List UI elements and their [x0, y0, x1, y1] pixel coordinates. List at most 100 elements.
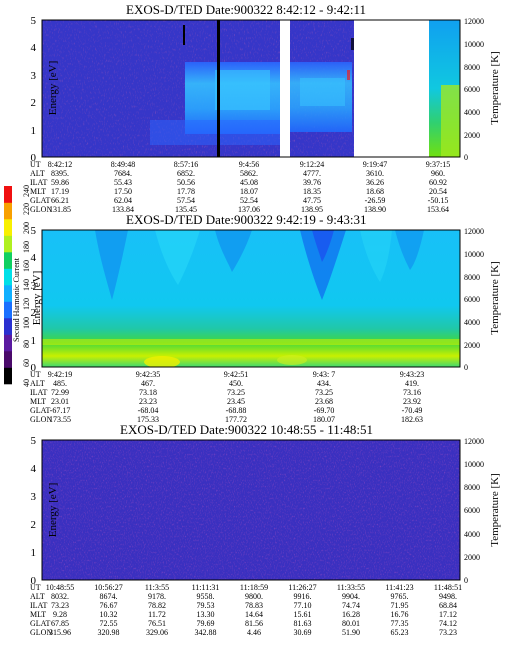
colorbar-cell [4, 285, 12, 302]
colorbar-tick: 160 [22, 260, 31, 272]
panel-2-eph-value: 467. [141, 379, 155, 388]
panel-1-yticks: 0 1 2 3 4 5 [31, 15, 37, 164]
panel-3-eph-value: 8032. [51, 592, 69, 601]
panel-3-eph-value: 16.76 [391, 610, 409, 619]
colorbar-cell [4, 202, 12, 220]
panel-2-eph-value: 450. [229, 379, 243, 388]
colorbar-tick: 240 [22, 185, 31, 197]
panel-1-eph-value: 55.43 [114, 178, 132, 187]
panel-2-eph-value: 182.63 [401, 415, 423, 424]
eph-label: UT [30, 160, 41, 169]
panel-1-eph-value: 138.90 [364, 205, 386, 214]
panel-1-ytick: 0 [31, 152, 37, 164]
panel-2-eph-value: -68.04 [138, 406, 159, 415]
panel-1-eph-value: 8395. [51, 169, 69, 178]
panel-1-y2tick: 10000 [464, 40, 484, 49]
eph-label: ILAT [30, 388, 47, 397]
panel-3-eph-value: 9916. [294, 592, 312, 601]
panel-1-eph-value: 60.92 [429, 178, 447, 187]
panel-3-eph-value: 74.74 [342, 601, 360, 610]
panel-1-eph-value: 3610. [366, 169, 384, 178]
panel-3-ytick: 2 [31, 519, 37, 531]
panel-3-ytick: 0 [31, 575, 37, 587]
panel-1-y2tick: 2000 [464, 131, 480, 140]
panel-1-eph-value: 7684. [114, 169, 132, 178]
panel-2-eph-value: 23.01 [51, 397, 69, 406]
panel-2-ephemeris: UT ALT ILAT MLT GLAT GLON [30, 370, 52, 424]
panel-1-eph-value: 960. [431, 169, 445, 178]
panel-2-frame [41, 229, 461, 368]
panel-3-eph-value: 81.56 [245, 619, 263, 628]
panel-3-y2label: Temperature [K] [489, 473, 501, 546]
eph-label: UT [30, 370, 41, 379]
panel-3-eph-value: 9558. [197, 592, 215, 601]
panel-1-title: EXOS-D/TED Date:900322 8:42:12 - 9:42:11 [126, 2, 366, 17]
colorbar-cells [4, 186, 12, 385]
panel-2-y2tick: 4000 [464, 318, 480, 327]
panel-2-ylabel: Energy [eV] [31, 271, 43, 325]
panel-3-y2tick: 0 [464, 576, 468, 585]
panel-1-eph-value: 135.45 [175, 205, 197, 214]
panel-3-y2tick: 4000 [464, 530, 480, 539]
panel-1-eph-value: 133.84 [112, 205, 134, 214]
panel-1-plot [42, 20, 460, 157]
colorbar-tick: 140 [22, 279, 31, 291]
panel-1-eph-value: 8:42:12 [48, 160, 72, 169]
panel-1-eph-value: 18.68 [366, 187, 384, 196]
panel-3-eph-value: 16.28 [342, 610, 360, 619]
panel-3-eph-value: 9765. [391, 592, 409, 601]
panel-1-ytick: 5 [31, 15, 37, 27]
panel-3-eph-value: 329.06 [146, 628, 168, 637]
panel-3-eph-value: 14.64 [245, 610, 263, 619]
eph-label: MLT [30, 397, 46, 406]
panel-2-y2tick: 8000 [464, 273, 480, 282]
panel-3-eph-value: 30.69 [294, 628, 312, 637]
panel-1-eph-value: 59.86 [51, 178, 69, 187]
panel-1-eph-value: 17.50 [114, 187, 132, 196]
panel-3-yticks: 0 1 2 3 4 5 [31, 435, 37, 587]
panel-1-ytick: 4 [31, 42, 37, 54]
panel-3-eph-value: 68.84 [439, 601, 457, 610]
panel-2-eph-value: 73.25 [227, 388, 245, 397]
panel-3-eph-value: 9904. [342, 592, 360, 601]
panel-1-eph-labels: UT ALT ILAT MLT GLAT GLON [30, 160, 52, 214]
panel-3-eph-value: 10:56:27 [94, 583, 122, 592]
panel-2-eph-value: 9:42:51 [224, 370, 248, 379]
panel-3-eph-value: 77.10 [294, 601, 312, 610]
panel-3-y2tick: 10000 [464, 460, 484, 469]
panel-3-eph-labels: UT ALT ILAT MLT GLAT GLON [30, 583, 52, 637]
panel-3-eph-value: 11:26:27 [288, 583, 316, 592]
eph-label: GLAT [30, 406, 51, 415]
panel-3: EXOS-D/TED Date:900322 10:48:55 - 11:48:… [30, 422, 501, 637]
panel-1-y2tick: 6000 [464, 85, 480, 94]
panel-3-eph-value: 11:48:51 [434, 583, 462, 592]
panel-3-eph-value: 73.23 [439, 628, 457, 637]
panel-1-eph-value: 9:19:47 [363, 160, 387, 169]
panel-3-eph-value: 79.53 [197, 601, 215, 610]
panel-1-eph-value: 20.54 [429, 187, 447, 196]
panel-1-eph-value: 45.08 [240, 178, 258, 187]
panel-2-eph-value: 9:42:19 [48, 370, 72, 379]
panel-3-eph-value: 73.23 [51, 601, 69, 610]
panel-3-eph-value: 17.12 [439, 610, 457, 619]
panel-2-eph-value: 23.68 [315, 397, 333, 406]
panel-3-ylabel: Energy [eV] [47, 483, 59, 537]
panel-2-eph-value: 73.16 [403, 388, 421, 397]
colorbar-cell [4, 252, 12, 269]
panel-1-y2tick: 0 [464, 153, 468, 162]
panel-2-y2tick: 0 [464, 363, 468, 372]
eph-label: ILAT [30, 601, 47, 610]
panel-2-eph-value: -67.17 [50, 406, 71, 415]
panel-1-eph-value: 66.21 [51, 196, 69, 205]
panel-1-eph-value: 62.04 [114, 196, 132, 205]
eph-label: ALT [30, 379, 45, 388]
panel-1-eph-value: 9:12:24 [300, 160, 324, 169]
panel-2-eph-value: 9:43: 7 [313, 370, 335, 379]
panel-1-ytick: 3 [31, 70, 37, 82]
colorbar-tick: 100 [22, 317, 31, 329]
colorbar-tick: 180 [22, 241, 31, 253]
panel-3-ytick: 3 [31, 491, 37, 503]
panel-2-y2ticks: 0 2000 4000 6000 8000 10000 12000 [464, 227, 484, 372]
panel-2-eph-value: -70.49 [402, 406, 423, 415]
